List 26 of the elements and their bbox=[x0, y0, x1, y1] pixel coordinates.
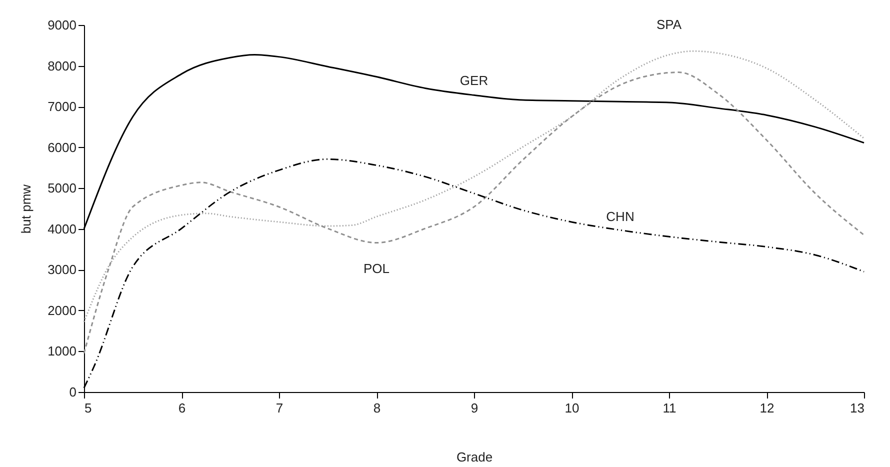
x-tick-label: 13 bbox=[850, 400, 864, 416]
x-axis-title: Grade bbox=[456, 450, 493, 464]
series-label: CHN bbox=[606, 209, 634, 224]
y-tick-label: 1000 bbox=[48, 344, 76, 359]
line-series bbox=[83, 72, 865, 354]
y-tick-label: 8000 bbox=[48, 58, 76, 74]
y-tick-label: 0 bbox=[69, 384, 76, 400]
x-tick-label: 11 bbox=[662, 400, 676, 416]
y-tick-label: 6000 bbox=[48, 140, 76, 155]
x-tick-label: 12 bbox=[760, 400, 774, 416]
x-tick-label: 6 bbox=[178, 400, 186, 416]
y-tick-label: 4000 bbox=[48, 221, 76, 236]
series-label: POL bbox=[363, 260, 390, 276]
x-tick-label: 5 bbox=[84, 400, 92, 416]
y-tick-label: 3000 bbox=[48, 262, 76, 278]
x-tick-label: 9 bbox=[470, 400, 478, 416]
y-tick-label: 7000 bbox=[48, 99, 76, 114]
y-tick-label: 5000 bbox=[48, 180, 76, 196]
y-axis-title: but pmw bbox=[18, 184, 34, 234]
y-tick-label: 9000 bbox=[48, 18, 76, 32]
x-tick-label: 10 bbox=[564, 400, 580, 416]
series-label: SPA bbox=[656, 16, 682, 32]
y-tick-label: 2000 bbox=[48, 302, 76, 318]
x-tick-label: 8 bbox=[373, 400, 381, 416]
series-label: GER bbox=[460, 73, 488, 88]
x-tick-label: 7 bbox=[276, 400, 284, 416]
